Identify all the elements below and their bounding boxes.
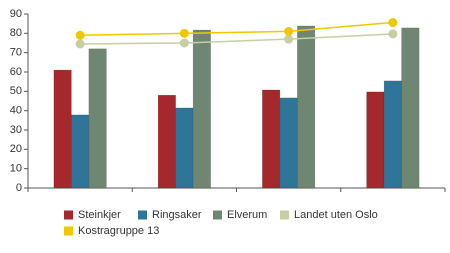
line-point (179, 28, 189, 38)
legend-swatch (213, 210, 222, 220)
line-point (179, 38, 189, 48)
legend-swatch (64, 210, 73, 220)
legend-label: Steinkjer (78, 209, 121, 221)
line-point (284, 26, 294, 36)
legend-swatch (138, 210, 147, 220)
line (80, 33, 393, 45)
y-tick-label: 90 (10, 8, 22, 20)
bar (192, 29, 211, 189)
legend-label: Elverum (227, 209, 267, 221)
legend-swatch (64, 226, 73, 236)
bar (71, 114, 90, 189)
y-tick-label: 50 (10, 85, 22, 97)
line-point (75, 39, 85, 49)
bar (262, 89, 281, 189)
bar (297, 25, 316, 189)
y-tick-label: 70 (10, 47, 22, 59)
y-tick-label: 0 (16, 182, 22, 194)
bar (175, 107, 194, 189)
y-tick-label: 20 (10, 143, 22, 155)
legend-label: Kostragruppe 13 (78, 225, 159, 237)
legend-swatch (280, 210, 289, 220)
line-point (75, 30, 85, 40)
legend-label: Landet uten Oslo (294, 209, 378, 221)
y-tick-label: 30 (10, 124, 22, 136)
line-point (388, 18, 398, 28)
bar (88, 48, 107, 189)
line (80, 21, 393, 37)
bar (401, 27, 420, 189)
line-point (388, 29, 398, 39)
bar (383, 80, 402, 189)
line-point (284, 34, 294, 44)
y-tick-label: 10 (10, 163, 22, 175)
y-tick-label: 40 (10, 105, 22, 117)
bar (366, 91, 385, 189)
y-tick-label: 60 (10, 66, 22, 78)
bar (157, 94, 176, 189)
legend-label: Ringsaker (152, 209, 202, 221)
bar (53, 69, 72, 189)
bar (279, 97, 298, 189)
y-tick-label: 80 (10, 27, 22, 39)
